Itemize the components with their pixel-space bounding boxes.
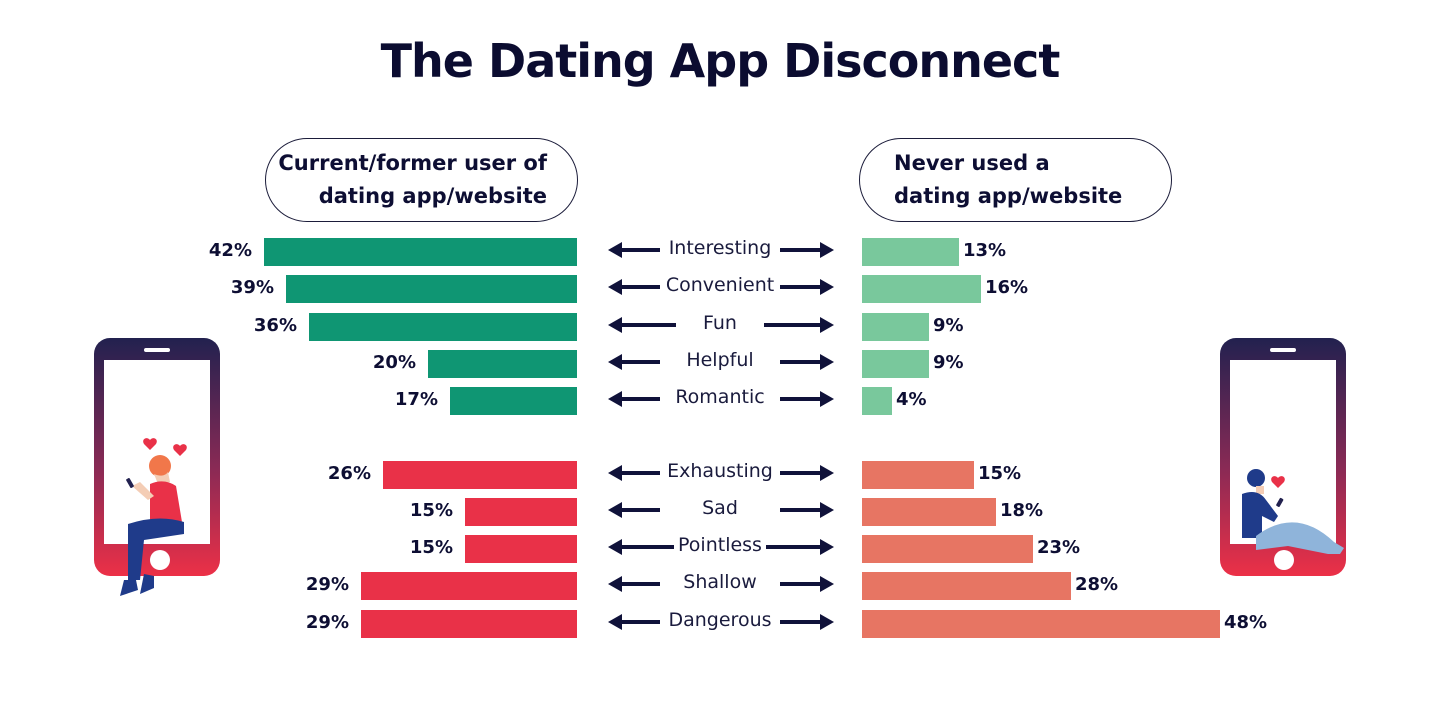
category-label: Pointless xyxy=(678,534,762,556)
value-label-current-users: 17% xyxy=(394,389,438,410)
value-label-current-users: 20% xyxy=(372,352,416,373)
bar-never-used-convenient xyxy=(862,275,981,303)
category-romantic: Romantic xyxy=(600,385,840,413)
woman-on-phone-illustration xyxy=(94,338,220,596)
value-label-never-used: 4% xyxy=(896,389,927,410)
bar-never-used-romantic xyxy=(862,387,892,415)
legend-line-1: Current/former user of xyxy=(278,151,547,175)
legend-line-2: dating app/website xyxy=(894,184,1123,208)
arrow-right-icon xyxy=(780,391,834,407)
category-convenient: Convenient xyxy=(600,273,840,301)
bar-never-used-pointless xyxy=(862,535,1033,563)
category-label: Dangerous xyxy=(668,609,772,631)
bar-current-users-convenient xyxy=(286,275,577,303)
bar-current-users-dangerous xyxy=(361,610,577,638)
bar-never-used-sad xyxy=(862,498,996,526)
arrow-left-icon xyxy=(608,242,662,258)
category-sad: Sad xyxy=(600,496,840,524)
bar-current-users-romantic xyxy=(450,387,577,415)
category-label: Helpful xyxy=(686,349,754,371)
category-label: Romantic xyxy=(675,386,765,408)
chart-title: The Dating App Disconnect xyxy=(380,34,1061,88)
category-label: Fun xyxy=(703,312,737,334)
arrow-left-icon xyxy=(608,465,662,481)
category-fun: Fun xyxy=(600,311,840,339)
category-label: Convenient xyxy=(665,274,775,296)
bar-current-users-pointless xyxy=(465,535,577,563)
value-label-never-used: 16% xyxy=(985,277,1029,298)
arrow-left-icon xyxy=(608,576,662,592)
arrow-left-icon xyxy=(608,502,662,518)
man-on-phone-illustration xyxy=(1220,338,1346,576)
bar-current-users-sad xyxy=(465,498,577,526)
arrow-right-icon xyxy=(766,539,834,555)
bar-current-users-interesting xyxy=(264,238,577,266)
value-label-current-users: 39% xyxy=(230,277,274,298)
legend-line-2: dating app/website xyxy=(318,184,547,208)
value-label-current-users: 29% xyxy=(305,612,349,633)
arrow-left-icon xyxy=(608,354,662,370)
bar-current-users-fun xyxy=(309,313,577,341)
value-label-current-users: 36% xyxy=(253,315,297,336)
value-label-current-users: 26% xyxy=(327,463,371,484)
category-label: Exhausting xyxy=(667,460,773,482)
bar-never-used-interesting xyxy=(862,238,959,266)
arrow-right-icon xyxy=(780,354,834,370)
arrow-right-icon xyxy=(780,576,834,592)
value-label-never-used: 18% xyxy=(1000,500,1044,521)
bar-never-used-shallow xyxy=(862,572,1071,600)
arrow-right-icon xyxy=(780,242,834,258)
category-label: Shallow xyxy=(683,571,757,593)
value-label-never-used: 15% xyxy=(978,463,1022,484)
value-label-current-users: 29% xyxy=(305,574,349,595)
arrow-right-icon xyxy=(764,317,834,333)
arrow-right-icon xyxy=(780,614,834,630)
bar-never-used-helpful xyxy=(862,350,929,378)
category-exhausting: Exhausting xyxy=(600,459,840,487)
category-label: Interesting xyxy=(668,237,772,259)
category-pointless: Pointless xyxy=(600,533,840,561)
value-label-current-users: 15% xyxy=(409,537,453,558)
arrow-left-icon xyxy=(608,614,662,630)
arrow-right-icon xyxy=(780,502,834,518)
category-dangerous: Dangerous xyxy=(600,608,840,636)
arrow-right-icon xyxy=(780,465,834,481)
arrow-right-icon xyxy=(780,279,834,295)
bar-current-users-shallow xyxy=(361,572,577,600)
legend-pill-current-users: Current/former user of dating app/websit… xyxy=(265,138,578,222)
value-label-never-used: 13% xyxy=(963,240,1007,261)
value-label-current-users: 42% xyxy=(208,240,252,261)
value-label-never-used: 48% xyxy=(1224,612,1268,633)
category-interesting: Interesting xyxy=(600,236,840,264)
value-label-never-used: 23% xyxy=(1037,537,1081,558)
arrow-left-icon xyxy=(608,539,676,555)
arrow-left-icon xyxy=(608,317,678,333)
legend-pill-never-used: Never used a dating app/website xyxy=(859,138,1172,222)
category-label: Sad xyxy=(702,497,738,519)
bar-never-used-dangerous xyxy=(862,610,1220,638)
bar-never-used-fun xyxy=(862,313,929,341)
value-label-current-users: 15% xyxy=(409,500,453,521)
legend-line-1: Never used a xyxy=(894,151,1050,175)
arrow-left-icon xyxy=(608,279,662,295)
category-helpful: Helpful xyxy=(600,348,840,376)
value-label-never-used: 9% xyxy=(933,352,964,373)
bar-never-used-exhausting xyxy=(862,461,974,489)
value-label-never-used: 28% xyxy=(1075,574,1119,595)
arrow-left-icon xyxy=(608,391,662,407)
bar-current-users-exhausting xyxy=(383,461,577,489)
bar-current-users-helpful xyxy=(428,350,577,378)
category-shallow: Shallow xyxy=(600,570,840,598)
value-label-never-used: 9% xyxy=(933,315,964,336)
